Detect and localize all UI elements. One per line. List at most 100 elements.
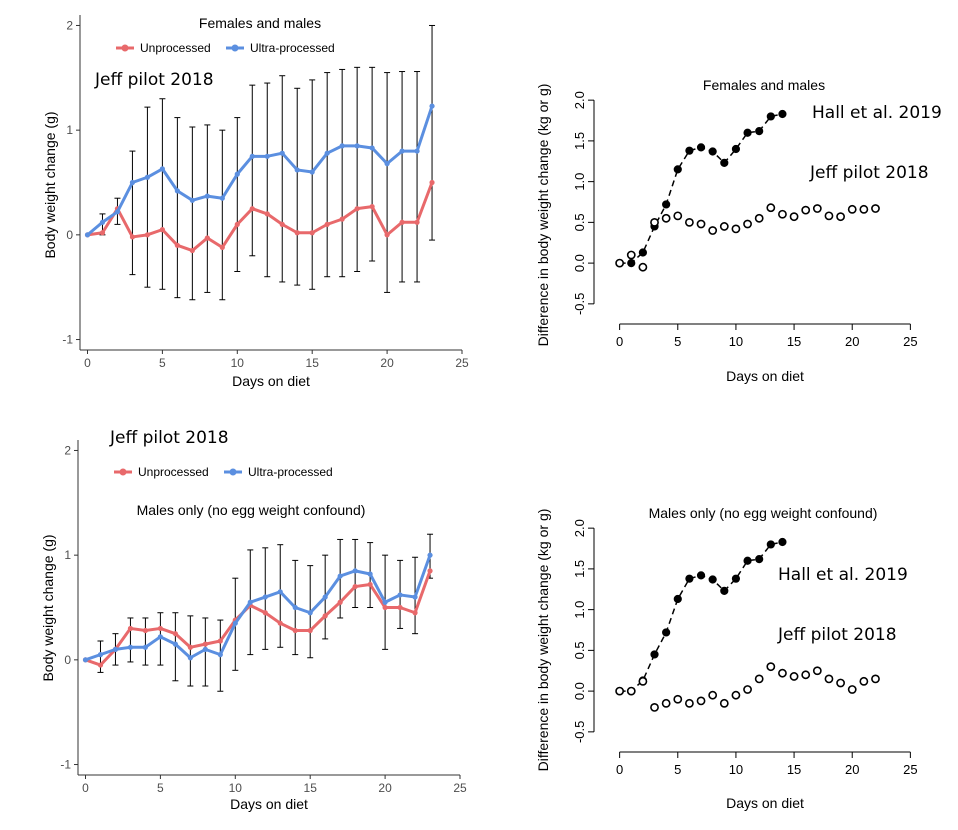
data-point-hall xyxy=(627,259,636,268)
data-point-ultra-processed xyxy=(294,167,300,173)
data-point-ultra-processed xyxy=(429,103,435,109)
data-point-unprocessed xyxy=(414,219,420,225)
data-point-ultra-processed xyxy=(217,652,223,658)
series-line-hall xyxy=(619,541,783,692)
legend-entry: Ultra-processed xyxy=(248,465,333,479)
x-tick-label: 5 xyxy=(157,781,164,795)
data-point-unprocessed xyxy=(204,235,210,241)
data-point-jeff xyxy=(754,674,764,684)
legend-entry: Unprocessed xyxy=(138,465,209,479)
data-point-ultra-processed xyxy=(247,599,253,605)
data-point-hall xyxy=(778,537,787,547)
data-point-jeff xyxy=(824,211,834,221)
x-tick-label: 5 xyxy=(674,762,681,777)
data-point-ultra-processed xyxy=(369,145,375,151)
data-point-ultra-processed xyxy=(142,644,149,650)
y-axis-title: Difference in body weight change (kg or … xyxy=(535,509,551,772)
y-tick-label: 0.0 xyxy=(572,682,587,700)
data-point-unprocessed xyxy=(279,221,285,227)
data-point-hall xyxy=(662,200,671,209)
data-point-ultra-processed xyxy=(352,568,358,574)
data-point-ultra-processed xyxy=(399,148,405,154)
data-point-unprocessed xyxy=(174,242,180,248)
x-tick-label: 5 xyxy=(674,334,681,349)
data-point-unprocessed xyxy=(159,227,165,233)
data-point-ultra-processed xyxy=(307,610,313,616)
data-point-jeff xyxy=(871,674,880,684)
data-point-ultra-processed xyxy=(367,571,373,577)
data-point-unprocessed xyxy=(99,230,106,236)
data-point-ultra-processed xyxy=(412,594,418,600)
data-point-ultra-processed xyxy=(249,153,255,159)
data-point-unprocessed xyxy=(294,230,300,236)
data-point-unprocessed xyxy=(219,244,225,251)
data-point-jeff xyxy=(626,686,636,696)
data-point-jeff xyxy=(719,698,729,708)
data-point-hall xyxy=(743,556,752,565)
data-point-unprocessed xyxy=(127,625,134,632)
data-point-hall xyxy=(708,575,717,584)
data-point-jeff xyxy=(731,224,741,234)
data-point-hall xyxy=(696,571,706,580)
data-point-hall xyxy=(743,128,752,137)
data-point-jeff xyxy=(801,670,811,680)
y-tick-label: -0.5 xyxy=(572,293,587,315)
y-tick-label: 2.0 xyxy=(572,91,587,109)
data-point-jeff xyxy=(778,209,787,219)
annotation-label: Jeff pilot 2018 xyxy=(109,428,229,448)
data-point-ultra-processed xyxy=(112,646,119,652)
scatter-panel-bottom-right: 0 5 10 15 20 25 -0.5 0.0 0.5 1.0 1.5 2.0 Days on die… xyxy=(535,505,918,811)
data-point-unprocessed xyxy=(264,211,270,217)
data-point-ultra-processed xyxy=(262,594,268,600)
data-point-jeff xyxy=(650,217,659,227)
data-point-jeff xyxy=(754,213,764,223)
legend-entry: Ultra-processed xyxy=(250,41,335,55)
data-point-unprocessed xyxy=(307,627,313,634)
data-point-ultra-processed xyxy=(397,592,403,598)
y-tick-label: 2 xyxy=(66,18,73,32)
annotation-jeff: Jeff pilot 2018 xyxy=(809,163,929,183)
data-point-ultra-processed xyxy=(114,209,121,215)
data-point-jeff xyxy=(615,258,625,268)
data-point-jeff xyxy=(859,676,869,686)
data-point-jeff xyxy=(824,674,834,684)
data-point-ultra-processed xyxy=(234,171,240,177)
data-point-jeff xyxy=(812,666,822,676)
data-point-hall xyxy=(766,540,775,549)
series-line-unprocessed xyxy=(84,570,432,667)
data-point-ultra-processed xyxy=(309,169,315,175)
x-axis-title: Days on diet xyxy=(232,373,310,389)
data-point-hall xyxy=(696,143,706,152)
x-tick-label: 15 xyxy=(306,356,320,370)
data-point-ultra-processed xyxy=(279,150,285,156)
x-tick-label: 25 xyxy=(903,762,917,777)
line-panel-top-left: 0 5 10 15 20 25 -1 0 1 2 Days on diet Body weight c… xyxy=(42,15,469,389)
data-point-jeff xyxy=(685,698,694,708)
data-point-jeff xyxy=(801,205,811,215)
y-tick-label: 0 xyxy=(66,228,73,242)
data-point-unprocessed xyxy=(412,610,418,616)
data-point-jeff xyxy=(638,262,648,272)
data-point-jeff xyxy=(638,676,648,686)
data-point-unprocessed xyxy=(339,216,345,222)
legend-swatch-point xyxy=(231,44,239,52)
data-point-hall xyxy=(673,594,682,604)
data-point-unprocessed xyxy=(427,568,433,574)
panel-title: Females and males xyxy=(703,77,825,93)
series-line-hall xyxy=(619,113,783,264)
data-point-hall xyxy=(650,650,659,659)
y-axis-title: Difference in body weight change (kg or … xyxy=(535,84,551,347)
data-point-ultra-processed xyxy=(202,646,208,652)
data-point-unprocessed xyxy=(129,234,136,240)
panel-title: Females and males xyxy=(199,15,321,31)
data-point-jeff xyxy=(859,204,869,214)
x-tick-label: 0 xyxy=(84,356,91,370)
data-point-ultra-processed xyxy=(337,573,343,579)
data-point-jeff xyxy=(685,217,694,227)
data-point-ultra-processed xyxy=(159,166,165,172)
annotation-hall: Hall et al. 2019 xyxy=(812,103,942,123)
data-point-hall xyxy=(720,586,729,595)
x-tick-label: 0 xyxy=(616,762,623,777)
data-point-jeff xyxy=(743,685,752,694)
